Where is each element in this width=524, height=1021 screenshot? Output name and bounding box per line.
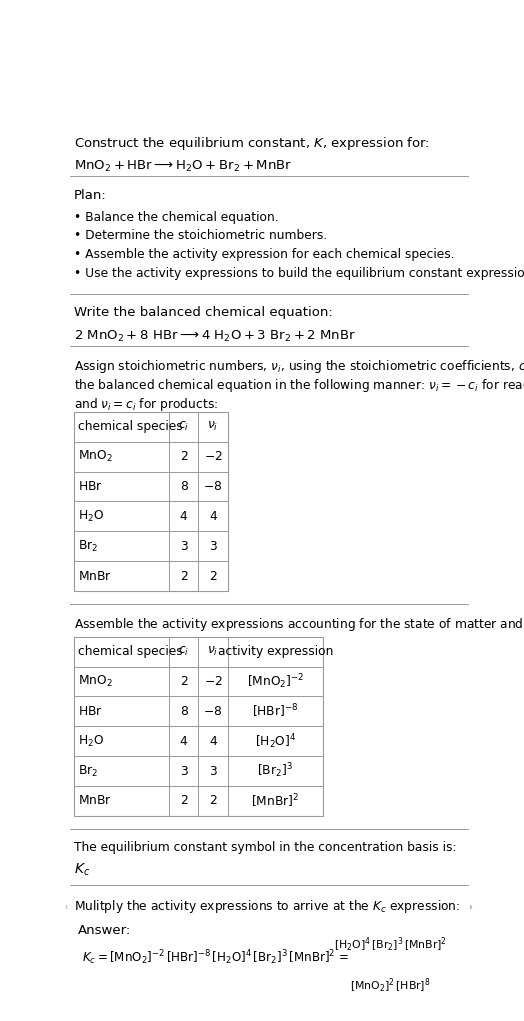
- Text: The equilibrium constant symbol in the concentration basis is:: The equilibrium constant symbol in the c…: [73, 841, 456, 855]
- Text: • Determine the stoichiometric numbers.: • Determine the stoichiometric numbers.: [73, 230, 327, 242]
- Text: $[\mathrm{HBr}]^{-8}$: $[\mathrm{HBr}]^{-8}$: [252, 702, 299, 720]
- Text: Write the balanced chemical equation:: Write the balanced chemical equation:: [73, 306, 332, 320]
- Text: 2: 2: [180, 450, 188, 464]
- Text: Mulitply the activity expressions to arrive at the $K_c$ expression:: Mulitply the activity expressions to arr…: [73, 897, 460, 915]
- Text: $\mathrm{Br_2}$: $\mathrm{Br_2}$: [79, 764, 99, 779]
- Text: $\mathrm{MnBr}$: $\mathrm{MnBr}$: [79, 570, 112, 583]
- Text: 8: 8: [180, 480, 188, 493]
- Text: 2: 2: [209, 794, 217, 808]
- Text: 2: 2: [209, 570, 217, 583]
- Text: 2: 2: [180, 570, 188, 583]
- Text: $K_c$: $K_c$: [73, 862, 90, 878]
- Text: and $\nu_i = c_i$ for products:: and $\nu_i = c_i$ for products:: [73, 396, 217, 414]
- Text: $c_i$: $c_i$: [178, 645, 189, 659]
- Text: 2: 2: [180, 794, 188, 808]
- Bar: [73, 411, 227, 591]
- Text: $-2$: $-2$: [203, 450, 222, 464]
- Text: $\nu_i$: $\nu_i$: [208, 421, 219, 433]
- Text: $[\mathrm{H_2O}]^{4}$: $[\mathrm{H_2O}]^{4}$: [255, 732, 296, 750]
- Text: 3: 3: [209, 540, 217, 552]
- Text: Assign stoichiometric numbers, $\nu_i$, using the stoichiometric coefficients, $: Assign stoichiometric numbers, $\nu_i$, …: [73, 358, 524, 376]
- Text: chemical species: chemical species: [79, 421, 183, 433]
- Text: $\mathrm{MnO_2 + HBr \longrightarrow H_2O + Br_2 + MnBr}$: $\mathrm{MnO_2 + HBr \longrightarrow H_2…: [73, 158, 292, 174]
- Text: $[\mathrm{MnO_2}]^{-2}$: $[\mathrm{MnO_2}]^{-2}$: [247, 672, 304, 691]
- Text: 3: 3: [180, 540, 188, 552]
- Text: $-2$: $-2$: [203, 675, 222, 688]
- Text: $[\mathrm{H_2O}]^{4}\,[\mathrm{Br_2}]^{3}\,[\mathrm{MnBr}]^{2}$: $[\mathrm{H_2O}]^{4}\,[\mathrm{Br_2}]^{3…: [334, 935, 447, 954]
- Text: $\mathrm{MnBr}$: $\mathrm{MnBr}$: [79, 794, 112, 808]
- Text: $\mathrm{Br_2}$: $\mathrm{Br_2}$: [79, 539, 99, 553]
- Text: Answer:: Answer:: [78, 924, 131, 937]
- Text: Assemble the activity expressions accounting for the state of matter and $\nu_i$: Assemble the activity expressions accoun…: [73, 617, 524, 633]
- Text: the balanced chemical equation in the following manner: $\nu_i = -c_i$ for react: the balanced chemical equation in the fo…: [73, 377, 524, 394]
- Text: chemical species: chemical species: [79, 645, 183, 659]
- Text: $c_i$: $c_i$: [178, 421, 189, 433]
- Text: $[\mathrm{MnO_2}]^{2}\,[\mathrm{HBr}]^{8}$: $[\mathrm{MnO_2}]^{2}\,[\mathrm{HBr}]^{8…: [350, 976, 431, 994]
- FancyBboxPatch shape: [67, 906, 471, 917]
- Text: 4: 4: [209, 509, 217, 523]
- Text: Construct the equilibrium constant, $K$, expression for:: Construct the equilibrium constant, $K$,…: [73, 135, 430, 152]
- Text: Plan:: Plan:: [73, 189, 106, 201]
- Text: $-8$: $-8$: [203, 704, 223, 718]
- Text: $[\mathrm{MnBr}]^{2}$: $[\mathrm{MnBr}]^{2}$: [251, 792, 299, 810]
- Text: $K_c = [\mathrm{MnO_2}]^{-2}\,[\mathrm{HBr}]^{-8}\,[\mathrm{H_2O}]^{4}\,[\mathrm: $K_c = [\mathrm{MnO_2}]^{-2}\,[\mathrm{H…: [82, 949, 349, 967]
- Text: $\mathrm{MnO_2}$: $\mathrm{MnO_2}$: [79, 674, 113, 689]
- Bar: [73, 637, 323, 816]
- Text: $\mathrm{H_2O}$: $\mathrm{H_2O}$: [79, 508, 104, 524]
- Text: 2: 2: [180, 675, 188, 688]
- Text: activity expression: activity expression: [217, 645, 333, 659]
- Text: 8: 8: [180, 704, 188, 718]
- Text: $\nu_i$: $\nu_i$: [208, 645, 219, 659]
- Text: 3: 3: [180, 765, 188, 778]
- Text: 3: 3: [209, 765, 217, 778]
- Text: $[\mathrm{Br_2}]^{3}$: $[\mathrm{Br_2}]^{3}$: [257, 762, 293, 780]
- Text: • Balance the chemical equation.: • Balance the chemical equation.: [73, 210, 278, 224]
- Text: 4: 4: [180, 735, 188, 747]
- Text: $\mathrm{H_2O}$: $\mathrm{H_2O}$: [79, 734, 104, 748]
- Text: $\mathrm{2\ MnO_2 + 8\ HBr \longrightarrow 4\ H_2O + 3\ Br_2 + 2\ MnBr}$: $\mathrm{2\ MnO_2 + 8\ HBr \longrightarr…: [73, 329, 355, 344]
- Text: $-8$: $-8$: [203, 480, 223, 493]
- Text: $\mathrm{HBr}$: $\mathrm{HBr}$: [79, 480, 103, 493]
- Text: • Use the activity expressions to build the equilibrium constant expression.: • Use the activity expressions to build …: [73, 268, 524, 280]
- Text: • Assemble the activity expression for each chemical species.: • Assemble the activity expression for e…: [73, 248, 454, 261]
- Text: 4: 4: [209, 735, 217, 747]
- Text: $\mathrm{MnO_2}$: $\mathrm{MnO_2}$: [79, 449, 113, 465]
- Text: 4: 4: [180, 509, 188, 523]
- Text: $\mathrm{HBr}$: $\mathrm{HBr}$: [79, 704, 103, 718]
